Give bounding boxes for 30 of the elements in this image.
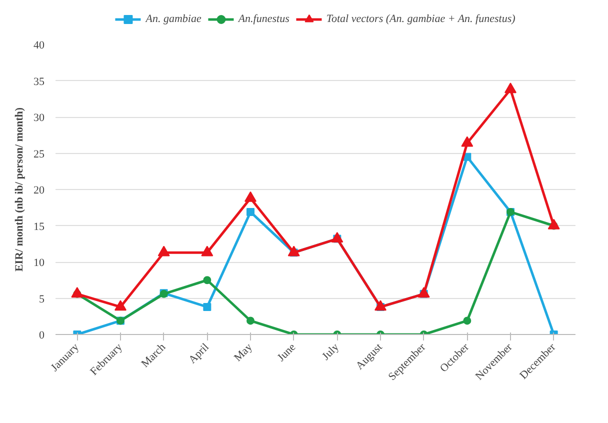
point [246,208,254,216]
y-tick-label: 40 [34,40,45,52]
legend-label: An. gambiae [146,13,202,25]
y-tick-label: 20 [34,184,45,196]
y-tick-label: 30 [34,112,45,124]
point [418,287,430,298]
point [331,232,344,242]
y-tick-label: 10 [34,257,45,269]
point [244,191,256,202]
y-tick-label: 25 [34,148,45,160]
y-tick-label: 35 [34,76,45,88]
point [201,246,214,256]
point [504,82,516,94]
legend-label: An.funestus [238,13,290,25]
point [374,300,386,311]
point [114,300,126,311]
x-tick-label: May [232,340,256,364]
point [71,287,84,298]
y-tick-label: 15 [34,220,45,233]
point [288,246,300,256]
point [461,136,474,147]
y-axis-title: EIR/ month (nb ib/ person/ month) [14,107,26,272]
point [203,302,212,311]
point [548,218,560,230]
y-tick-label: 5 [39,293,45,306]
x-tick-label: June [275,341,298,364]
x-tick-label: July [320,340,342,363]
legend-label: Total vectors (An. gambiae + An. funestus) [326,13,516,25]
point [158,246,170,256]
y-tick-label: 0 [39,330,45,342]
